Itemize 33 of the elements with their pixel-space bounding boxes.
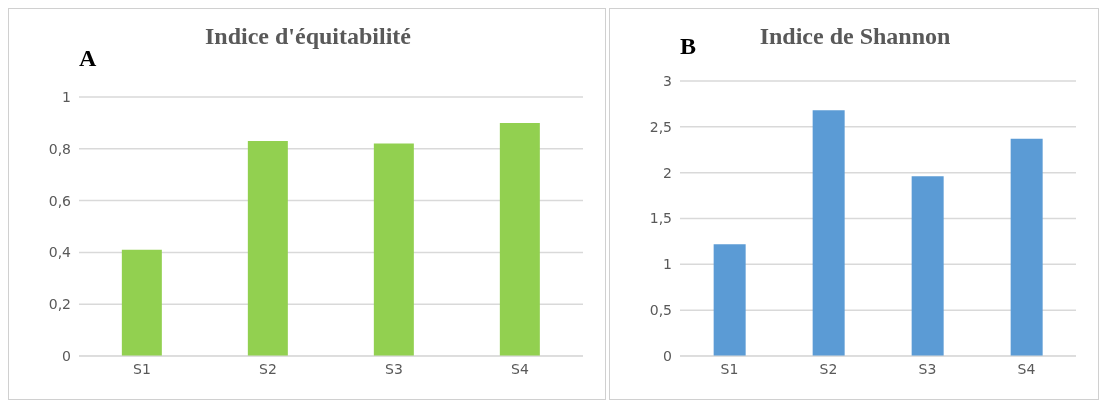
x-tick-label: S4 — [1017, 360, 1036, 377]
chart-title: Indice d'équitabilité — [204, 23, 412, 49]
x-tick-label: S4 — [511, 360, 529, 377]
y-tick-label: 0,2 — [48, 296, 71, 313]
y-tick-label: 0,8 — [48, 140, 71, 157]
x-tick-label: S2 — [819, 360, 838, 377]
y-tick-label: 0,4 — [48, 244, 72, 261]
y-tick-label: 2,5 — [649, 118, 672, 135]
y-tick-label: 0 — [62, 347, 71, 364]
y-tick-label: 1,5 — [649, 210, 672, 227]
y-tick-label: 0,5 — [649, 302, 672, 319]
bar — [911, 176, 944, 356]
x-tick-label: S1 — [720, 360, 739, 377]
x-tick-label: S3 — [385, 360, 403, 377]
y-tick-label: 2 — [663, 164, 672, 181]
y-tick-label: 0,6 — [48, 192, 72, 209]
x-tick-label: S3 — [918, 360, 937, 377]
bar — [121, 249, 162, 356]
bar — [1010, 138, 1043, 356]
y-tick-label: 0 — [663, 347, 672, 364]
text: A — [79, 45, 97, 72]
bar — [499, 122, 540, 356]
y-tick-label: 1 — [663, 256, 672, 273]
bar — [373, 143, 414, 356]
bar — [812, 110, 845, 356]
bar — [713, 244, 746, 356]
y-tick-label: 1 — [62, 88, 71, 105]
bar — [247, 141, 288, 356]
y-tick-label: 3 — [663, 72, 672, 89]
text: B — [680, 33, 697, 60]
chart-title: Indice de Shannon — [759, 23, 951, 49]
x-tick-label: S2 — [259, 360, 277, 377]
x-tick-label: S1 — [133, 360, 151, 377]
